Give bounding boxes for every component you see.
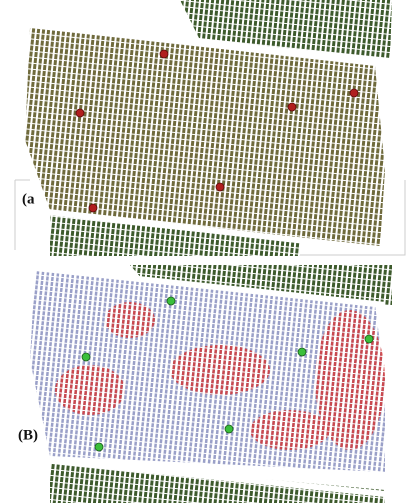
sample-point (159, 49, 169, 59)
frame (14, 179, 406, 256)
sample-points (81, 296, 374, 452)
sample-point (88, 203, 98, 213)
panel-a: (a (14, 0, 406, 256)
field-image (25, 28, 385, 246)
panel-label: (a (22, 191, 35, 207)
sample-points (75, 49, 359, 213)
green-field (130, 265, 392, 305)
road (47, 209, 386, 253)
sample-point (94, 442, 104, 452)
green-field (180, 0, 392, 58)
panel-label: (B) (18, 427, 38, 443)
road (34, 265, 386, 308)
sample-point (364, 334, 374, 344)
sample-point (287, 102, 297, 112)
panel-b: (B) (18, 265, 392, 503)
road (37, 21, 386, 65)
sample-point (166, 296, 176, 306)
sample-point (349, 88, 359, 98)
road (47, 457, 386, 497)
sample-point (215, 182, 225, 192)
sample-point (224, 424, 234, 434)
red-zones (55, 302, 385, 450)
sample-point (81, 352, 91, 362)
sample-point (75, 108, 85, 118)
sample-point (297, 347, 307, 357)
green-field (50, 212, 300, 256)
